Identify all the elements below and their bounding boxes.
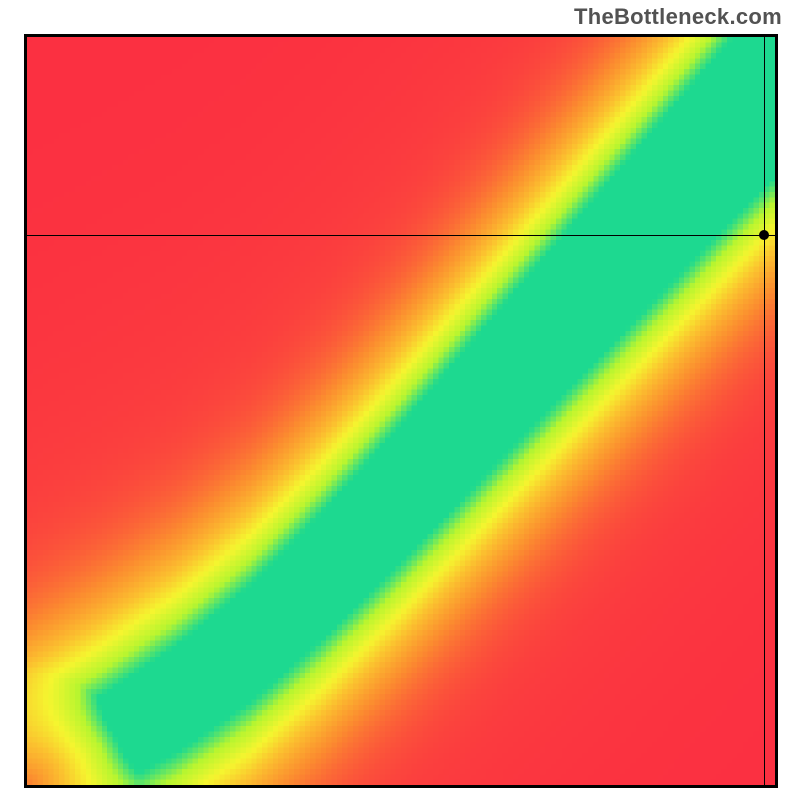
heatmap-plot <box>24 34 778 788</box>
watermark-text: TheBottleneck.com <box>574 4 782 30</box>
heatmap-canvas <box>27 37 775 785</box>
